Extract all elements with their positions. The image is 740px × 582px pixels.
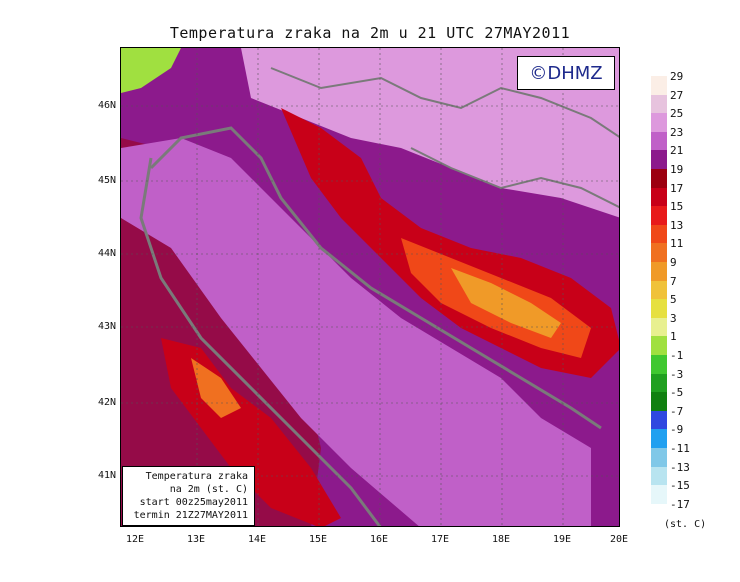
legend-swatch (651, 169, 667, 189)
legend-tick-label: 17 (670, 181, 684, 195)
legend-swatch (651, 76, 667, 96)
legend-swatch (651, 113, 667, 133)
legend-tick-label: 13 (670, 218, 684, 232)
legend-tick-label: -7 (670, 404, 684, 418)
legend-swatch (651, 336, 667, 356)
legend-tick-label: -5 (670, 386, 684, 400)
legend-tick-label: -15 (670, 479, 690, 493)
legend-tick-label: -11 (670, 442, 690, 455)
legend-swatch (651, 355, 667, 375)
lon-label-16e: 16E (369, 534, 389, 545)
lon-label-20e: 20E (609, 534, 629, 545)
info-box: Temperatura zraka na 2m (st. C) start 00… (122, 466, 255, 526)
alps-cold (121, 48, 181, 93)
legend-swatch (651, 206, 667, 226)
legend-unit: (st. C) (664, 519, 707, 530)
lon-label-17e: 17E (430, 534, 450, 545)
lat-label-45n: 45N (97, 175, 116, 186)
temperature-field (121, 48, 619, 526)
lon-label-13e: 13E (186, 534, 206, 545)
info-line-unit: na 2m (st. C) (169, 484, 248, 495)
legend-swatch (651, 262, 667, 282)
legend-tick-label: 11 (670, 237, 684, 251)
croatian-coastline (149, 126, 602, 430)
copyright-badge: ©DHMZ (517, 56, 615, 90)
legend-tick-label: 9 (670, 256, 677, 269)
legend-swatch (651, 280, 667, 300)
legend-swatch (651, 466, 667, 486)
legend-swatch (651, 392, 667, 412)
adriatic-sea (121, 138, 591, 526)
bosnia-border (410, 147, 619, 209)
legend-swatch (651, 131, 667, 151)
legend-swatch (651, 150, 667, 170)
legend-tick-label: 27 (670, 88, 684, 102)
lat-label-42n: 42N (97, 397, 116, 408)
map-area (120, 47, 620, 527)
legend-tick-label: 29 (670, 70, 684, 83)
grid-lines (121, 48, 619, 526)
legend-swatch (651, 317, 667, 337)
legend-tick-label: 5 (670, 293, 677, 307)
lat-label-44n: 44N (97, 248, 116, 259)
lat-label-43n: 43N (97, 321, 116, 332)
legend-tick-label: -1 (670, 349, 684, 362)
legend-tick-label: 15 (670, 200, 684, 214)
legend-tick-label: 1 (670, 330, 677, 344)
legend-swatch (651, 299, 667, 319)
legend-tick-label: 7 (670, 274, 677, 288)
lon-label-12e: 12E (125, 534, 145, 545)
legend-swatch (651, 224, 667, 244)
lon-label-18e: 18E (491, 534, 511, 545)
legend-tick-label: 25 (670, 107, 684, 121)
legend-tick-label: -9 (670, 423, 684, 437)
map-title: Temperatura zraka na 2m u 21 UTC 27MAY20… (169, 24, 571, 42)
legend-tick-label: 19 (670, 163, 684, 176)
legend-swatch (651, 94, 667, 114)
info-line-start: start 00z25may2011 (139, 497, 248, 508)
legend-tick-label: -17 (670, 497, 690, 511)
northern-border (270, 67, 619, 138)
lon-label-15e: 15E (308, 534, 328, 545)
legend-swatch (651, 373, 667, 393)
info-line-term: termin 21Z27MAY2011 (133, 510, 248, 521)
italian-coastline (139, 157, 382, 526)
italy-hot-core (191, 358, 241, 418)
legend-swatch (651, 429, 667, 449)
info-line-variable: Temperatura zraka (145, 471, 248, 482)
lon-label-14e: 14E (247, 534, 267, 545)
lat-label-41n: 41N (97, 470, 116, 481)
legend-swatch (651, 485, 667, 505)
legend-swatch (651, 187, 667, 207)
legend-tick-label: -3 (670, 367, 684, 381)
lat-label-46n: 46N (97, 100, 116, 111)
legend-tick-label: 21 (670, 144, 684, 158)
legend-tick-label: 23 (670, 125, 684, 139)
hottest-core (451, 268, 561, 338)
legend-swatch (651, 448, 667, 468)
legend-tick-label: 3 (670, 311, 677, 325)
legend-swatch (651, 243, 667, 263)
northern-land (241, 48, 619, 218)
legend-swatch (651, 410, 667, 430)
legend-tick-label: -13 (670, 460, 690, 474)
lon-label-19e: 19E (552, 534, 572, 545)
